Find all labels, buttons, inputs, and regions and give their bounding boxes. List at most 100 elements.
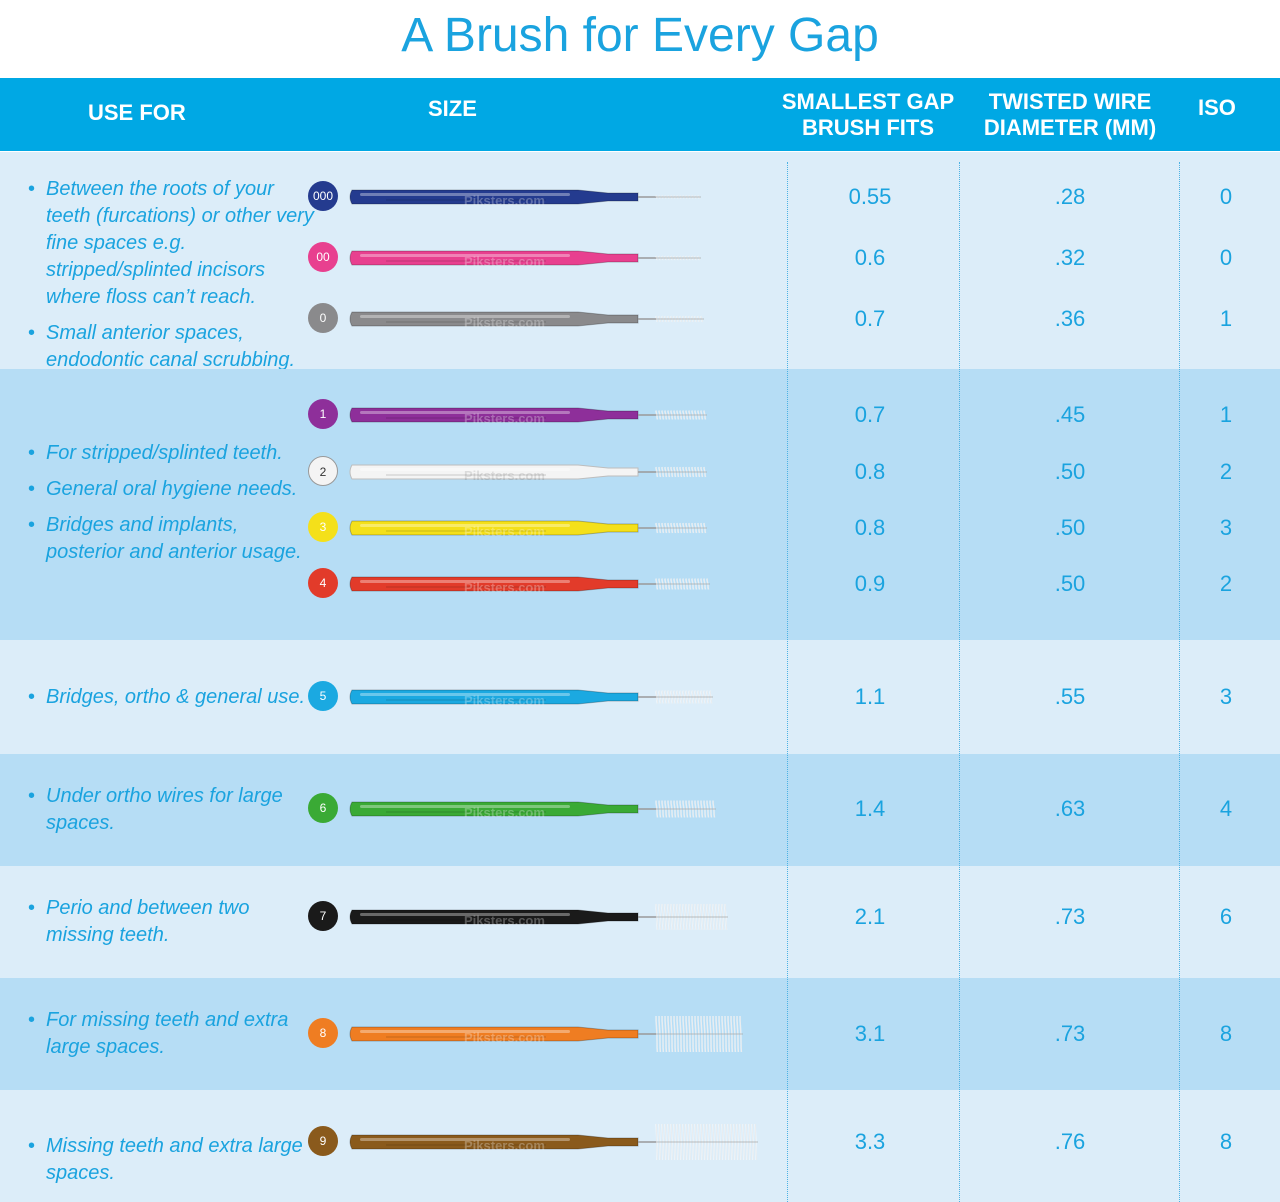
table-group: Under ortho wires for large spaces.6 Piks… [0, 754, 1280, 866]
header-smallest-gap: SMALLEST GAP BRUSH FITS [772, 89, 964, 141]
size-badge: 4 [308, 568, 338, 598]
use-for-item: For missing teeth and extra large spaces… [28, 1007, 316, 1061]
brush-image: Piksters.com [349, 189, 701, 208]
iso-value: 3 [1219, 515, 1233, 540]
table-group: For missing teeth and extra large spaces… [0, 978, 1280, 1090]
table-row: 6 Piksters.com 1.4 .63 4 [0, 791, 1280, 827]
size-badge: 0 [308, 303, 338, 333]
table-group: Perio and between two missing teeth.7 Pik… [0, 866, 1280, 978]
brand-text: Piksters.com [464, 524, 545, 539]
use-for-list: For stripped/splinted teeth. General oral… [28, 440, 316, 575]
size-badge: 5 [308, 681, 338, 711]
header-gap-line1: SMALLEST GAP [781, 89, 955, 114]
brand-text: Piksters.com [464, 315, 545, 330]
smallest-gap-value: 1.4 [854, 796, 886, 821]
wire-diameter-value: .73 [1054, 1021, 1086, 1046]
wire-diameter-value: .63 [1054, 796, 1086, 821]
use-for-item: Perio and between two missing teeth. [28, 895, 316, 949]
wire-diameter-value: .36 [1054, 306, 1086, 331]
header-use-for: USE FOR [88, 100, 186, 125]
size-badge: 00 [308, 242, 338, 272]
iso-value: 8 [1219, 1021, 1233, 1046]
iso-value: 4 [1219, 796, 1233, 821]
table-group: For stripped/splinted teeth. General oral… [0, 369, 1280, 640]
header-gap-line2: BRUSH FITS [802, 115, 934, 140]
iso-value: 0 [1219, 245, 1233, 270]
header-size: SIZE [428, 96, 477, 121]
table-row: 4 Piksters.com 0.9 .50 2 [0, 566, 1280, 602]
brush-image: Piksters.com [349, 464, 707, 483]
use-for-item: Small anterior spaces, endodontic canal … [28, 320, 316, 374]
size-badge: 7 [308, 901, 338, 931]
use-for-item: Bridges and implants, posterior and ante… [28, 512, 316, 566]
brush-image: Piksters.com [349, 689, 713, 708]
brush-image: Piksters.com [349, 903, 728, 931]
smallest-gap-value: 0.55 [848, 184, 892, 209]
column-divider [1179, 162, 1180, 1202]
brush-image: Piksters.com [349, 576, 710, 595]
smallest-gap-value: 1.1 [854, 684, 886, 709]
brand-text: Piksters.com [464, 693, 545, 708]
use-for-list: Perio and between two missing teeth. [28, 895, 316, 958]
size-badge: 2 [308, 456, 338, 486]
wire-diameter-value: .50 [1054, 515, 1086, 540]
smallest-gap-value: 0.7 [854, 306, 886, 331]
smallest-gap-value: 0.6 [854, 245, 886, 270]
table-header: USE FOR SIZE SMALLEST GAP BRUSH FITS TWI… [0, 78, 1280, 151]
smallest-gap-value: 0.8 [854, 459, 886, 484]
table-group: Between the roots of your teeth (furcati… [0, 152, 1280, 371]
wire-diameter-value: .45 [1054, 402, 1086, 427]
use-for-item: Bridges, ortho & general use. [28, 684, 316, 711]
brand-text: Piksters.com [464, 193, 545, 208]
smallest-gap-value: 3.1 [854, 1021, 886, 1046]
size-badge: 9 [308, 1126, 338, 1156]
header-twisted-wire: TWISTED WIRE DIAMETER (MM) [966, 89, 1174, 141]
smallest-gap-value: 2.1 [854, 904, 886, 929]
brand-text: Piksters.com [464, 580, 545, 595]
table-row: 7 Piksters.com 2.1 .73 6 [0, 899, 1280, 935]
brush-image: Piksters.com [349, 800, 716, 820]
iso-value: 8 [1219, 1129, 1233, 1154]
size-badge: 1 [308, 399, 338, 429]
column-divider [959, 162, 960, 1202]
brand-text: Piksters.com [464, 1030, 545, 1045]
use-for-item: For stripped/splinted teeth. [28, 440, 316, 467]
table-row: 00 Piksters.com 0.6 .32 0 [0, 240, 1280, 276]
table-row: 3 Piksters.com 0.8 .50 3 [0, 510, 1280, 546]
table-row: 1 Piksters.com 0.7 .45 1 [0, 397, 1280, 433]
table-group: Missing teeth and extra large spaces.9 Pi… [0, 1090, 1280, 1202]
table-group: Bridges, ortho & general use.5 Piksters.c… [0, 640, 1280, 754]
size-badge: 6 [308, 793, 338, 823]
smallest-gap-value: 0.8 [854, 515, 886, 540]
iso-value: 6 [1219, 904, 1233, 929]
iso-value: 2 [1219, 459, 1233, 484]
brand-text: Piksters.com [464, 411, 545, 426]
use-for-list: For missing teeth and extra large spaces… [28, 1007, 316, 1070]
iso-value: 1 [1219, 402, 1233, 427]
iso-value: 1 [1219, 306, 1233, 331]
brand-text: Piksters.com [464, 254, 545, 269]
table-row: 000 Piksters.com 0.55 .28 0 [0, 179, 1280, 215]
use-for-list: Bridges, ortho & general use. [28, 684, 316, 720]
brush-image: Piksters.com [349, 311, 704, 330]
header-wire-line2: DIAMETER (MM) [983, 115, 1157, 140]
size-badge: 000 [308, 181, 338, 211]
use-for-list: Under ortho wires for large spaces. [28, 783, 316, 846]
table-row: 9 Piksters.com 3.3 .76 8 [0, 1124, 1280, 1160]
use-for-item: General oral hygiene needs. [28, 476, 316, 503]
use-for-item: Under ortho wires for large spaces. [28, 783, 316, 837]
wire-diameter-value: .28 [1054, 184, 1086, 209]
wire-diameter-value: .50 [1054, 459, 1086, 484]
use-for-list: Between the roots of your teeth (furcati… [28, 176, 316, 383]
brush-image: Piksters.com [349, 1016, 743, 1052]
brand-text: Piksters.com [464, 913, 545, 928]
iso-value: 0 [1219, 184, 1233, 209]
brand-text: Piksters.com [464, 805, 545, 820]
brush-image: Piksters.com [349, 1124, 758, 1160]
use-for-item: Missing teeth and extra large spaces. [28, 1133, 316, 1187]
smallest-gap-value: 3.3 [854, 1129, 886, 1154]
brush-image: Piksters.com [349, 407, 707, 426]
size-badge: 3 [308, 512, 338, 542]
smallest-gap-value: 0.7 [854, 402, 886, 427]
table-row: 0 Piksters.com 0.7 .36 1 [0, 301, 1280, 337]
